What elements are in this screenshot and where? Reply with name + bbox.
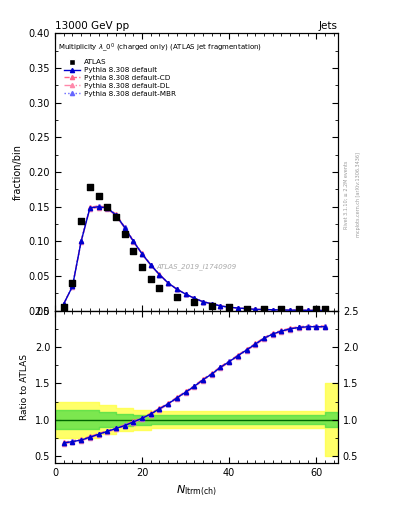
Text: Jets: Jets	[319, 21, 338, 31]
ATLAS	[139, 263, 145, 271]
ATLAS	[78, 217, 84, 225]
ATLAS	[104, 203, 110, 211]
ATLAS	[95, 192, 102, 200]
ATLAS	[261, 305, 267, 313]
Y-axis label: fraction/bin: fraction/bin	[13, 144, 23, 200]
Text: mcplots.cern.ch [arXiv:1306.3436]: mcplots.cern.ch [arXiv:1306.3436]	[356, 152, 361, 237]
ATLAS	[226, 303, 232, 311]
Text: 13000 GeV pp: 13000 GeV pp	[55, 21, 129, 31]
ATLAS	[148, 275, 154, 283]
ATLAS	[156, 284, 163, 292]
ATLAS	[278, 305, 285, 313]
ATLAS	[209, 302, 215, 310]
ATLAS	[322, 305, 328, 313]
Y-axis label: Ratio to ATLAS: Ratio to ATLAS	[20, 354, 29, 420]
ATLAS	[243, 305, 250, 313]
Text: Multiplicity $\lambda\_0^0$ (charged only) (ATLAS jet fragmentation): Multiplicity $\lambda\_0^0$ (charged onl…	[58, 41, 262, 54]
ATLAS	[87, 183, 93, 191]
ATLAS	[174, 293, 180, 301]
X-axis label: $N_{\rm ltrm(ch)}$: $N_{\rm ltrm(ch)}$	[176, 484, 217, 498]
ATLAS	[113, 213, 119, 221]
ATLAS	[296, 305, 302, 313]
ATLAS	[130, 247, 136, 255]
ATLAS	[313, 305, 320, 313]
ATLAS	[69, 279, 75, 287]
ATLAS	[121, 230, 128, 239]
ATLAS	[61, 303, 67, 311]
Legend: ATLAS, Pythia 8.308 default, Pythia 8.308 default-CD, Pythia 8.308 default-DL, P: ATLAS, Pythia 8.308 default, Pythia 8.30…	[61, 56, 179, 100]
ATLAS	[191, 298, 197, 307]
Text: Rivet 3.1.10; ≥ 2.2M events: Rivet 3.1.10; ≥ 2.2M events	[344, 160, 349, 229]
Text: ATLAS_2019_I1740909: ATLAS_2019_I1740909	[156, 263, 237, 270]
